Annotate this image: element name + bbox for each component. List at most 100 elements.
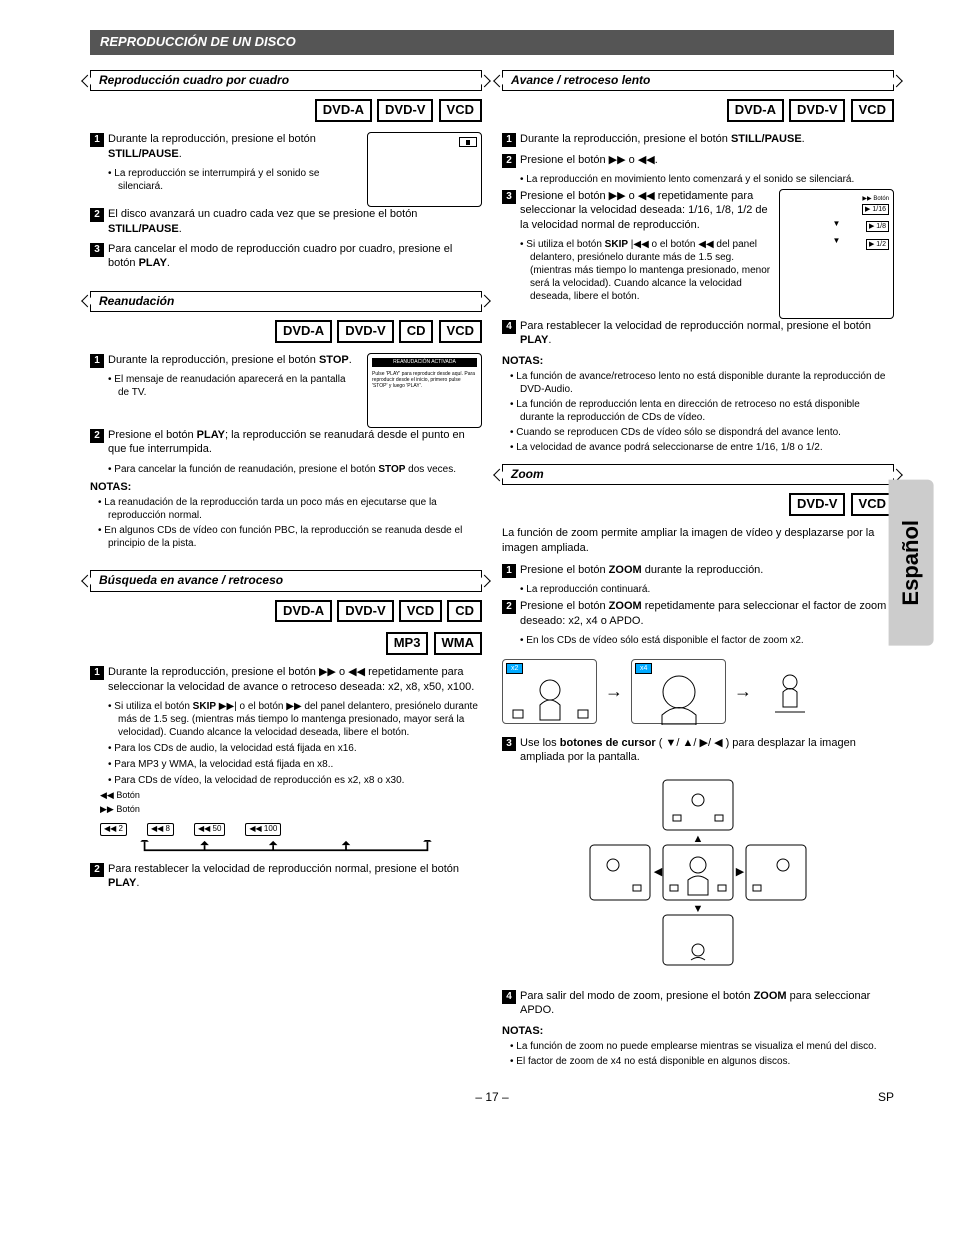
s1-step1-text: Durante la reproducción, presione el bot… xyxy=(108,133,316,145)
s3-step1-text: Durante la reproducción, presione el bot… xyxy=(108,666,474,692)
s2-step1-bold: STOP xyxy=(319,354,349,366)
s4-step4-text: Para restablecer la velocidad de reprodu… xyxy=(520,320,871,332)
resume-screen-text: Pulse 'PLAY' para reproducir desde aquí.… xyxy=(372,371,477,389)
s5-step4: 4Para salir del modo de zoom, presione e… xyxy=(502,989,894,1018)
svg-text:▶: ▶ xyxy=(736,866,745,878)
s5-step1-text: Presione el botón xyxy=(520,564,609,576)
badge-dvda-2: DVD-A xyxy=(275,320,332,343)
s5-step3-bold: botones de cursor xyxy=(560,737,656,749)
slow-speed-2: ▶ 1/2 xyxy=(866,239,889,250)
page-number: – 17 – xyxy=(475,1090,508,1104)
person-small-icon xyxy=(760,657,820,722)
slow-speed-16: ▶ 1/16 xyxy=(862,204,889,215)
badge-dvda: DVD-A xyxy=(315,99,372,122)
section-resume: Reanudación xyxy=(90,291,482,313)
s5-step1-bold: ZOOM xyxy=(609,564,642,576)
badge-vcd-5: VCD xyxy=(851,493,894,516)
s4-sub2: La reproducción en movimiento lento come… xyxy=(502,173,894,186)
s3-sub1b: SKIP xyxy=(193,701,216,712)
s3-sub3: Para MP3 y WMA, la velocidad está fijada… xyxy=(90,758,482,771)
badges-s2: DVD-A DVD-V CD VCD xyxy=(90,320,482,343)
s1-step1-bold: STILL/PAUSE xyxy=(108,148,179,160)
section-search: Búsqueda en avance / retroceso xyxy=(90,570,482,592)
slow-legend: ▶▶ Botón xyxy=(784,196,889,204)
left-column: Reproducción cuadro por cuadro DVD-A DVD… xyxy=(90,70,482,1070)
s4-step1-bold: STILL/PAUSE xyxy=(731,133,802,145)
s5-step4-bold: ZOOM xyxy=(754,990,787,1002)
badge-dvdv-5: DVD-V xyxy=(789,493,845,516)
main-columns: Reproducción cuadro por cuadro DVD-A DVD… xyxy=(90,70,894,1070)
s4-notas-list: La función de avance/retroceso lento no … xyxy=(502,370,894,454)
badges-s4: DVD-A DVD-V VCD xyxy=(502,99,894,122)
s2-sub2b: STOP xyxy=(378,464,405,475)
s2-notas-list: La reanudación de la reproducción tarda … xyxy=(90,496,482,550)
speed-buttons-row: ◀◀ 2 ◀◀ 8 ◀◀ 50 ◀◀ 100 xyxy=(90,823,482,835)
s2-sub2: Para cancelar la función de reanudación,… xyxy=(90,463,482,476)
zoom-fig-x2: x2 xyxy=(502,659,597,724)
s2-step2-text: Presione el botón xyxy=(108,429,197,441)
s4-nota1: La función de avance/retroceso lento no … xyxy=(520,370,894,396)
badge-vcd-2: VCD xyxy=(439,320,482,343)
s5-step1: 1Presione el botón ZOOM durante la repro… xyxy=(502,563,894,577)
badge-vcd: VCD xyxy=(439,99,482,122)
s4-notas-label: NOTAS: xyxy=(502,354,894,368)
s3-legend1: ◀◀ Botón xyxy=(90,790,482,802)
s1-step2: 2El disco avanzará un cuadro cada vez qu… xyxy=(90,207,482,236)
page-header: REPRODUCCIÓN DE UN DISCO xyxy=(90,30,894,55)
badge-vcd-3: VCD xyxy=(399,600,442,623)
s5-notas-label: NOTAS: xyxy=(502,1024,894,1038)
right-column: Avance / retroceso lento DVD-A DVD-V VCD… xyxy=(502,70,894,1070)
s5-nota1: La función de zoom no puede emplearse mi… xyxy=(520,1040,894,1053)
s5-nota2: El factor de zoom de x4 no está disponib… xyxy=(520,1055,894,1068)
s5-step1-end: durante la reproducción. xyxy=(642,564,764,576)
s4-step1-end: . xyxy=(802,133,805,145)
s4-step2-text: Presione el botón ▶▶ o ◀◀. xyxy=(520,154,658,166)
speed-btn-50: ◀◀ 50 xyxy=(194,823,225,835)
arrow-right-icon-1: → xyxy=(605,680,623,703)
screen-pause-illustration xyxy=(367,132,482,207)
section-zoom: Zoom xyxy=(502,464,894,486)
resume-banner: REANUDACIÓN ACTIVADA xyxy=(372,358,477,367)
s4-sub3a: Si utiliza el botón xyxy=(526,239,604,250)
badge-dvdv-3: DVD-V xyxy=(337,600,393,623)
s4-nota3: Cuando se reproducen CDs de vídeo sólo s… xyxy=(520,426,894,439)
s5-step3: 3Use los botones de cursor ( ▼/ ▲/ ▶/ ◀ … xyxy=(502,736,894,765)
badge-vcd-4: VCD xyxy=(851,99,894,122)
s2-step1-end: . xyxy=(349,354,352,366)
s4-nota4: La velocidad de avance podrá seleccionar… xyxy=(520,441,894,454)
s4-step1: 1Durante la reproducción, presione el bo… xyxy=(502,132,894,146)
s1-step1-end: . xyxy=(179,148,182,160)
s5-sub2: En los CDs de vídeo sólo está disponible… xyxy=(502,634,894,647)
s4-step3-text: Presione el botón ▶▶ o ◀◀ repetidamente … xyxy=(520,190,768,231)
s3-legend2: ▶▶ Botón xyxy=(90,804,482,816)
zoom-illustration-row: x2 → x4 → xyxy=(502,657,894,726)
s3-step2-text: Para restablecer la velocidad de reprodu… xyxy=(108,863,459,875)
s3-sub1: Si utiliza el botón SKIP ▶▶| o el botón … xyxy=(90,700,482,739)
s2-sub2a: Para cancelar la función de reanudación,… xyxy=(114,464,378,475)
zoom-fig-x4: x4 xyxy=(631,659,726,724)
s5-notas-list: La función de zoom no puede emplearse mi… xyxy=(502,1040,894,1068)
cursor-navigation-illustration: ▲ ▼ ◀ ▶ xyxy=(502,775,894,979)
badge-mp3: MP3 xyxy=(386,632,429,655)
badge-dvda-3: DVD-A xyxy=(275,600,332,623)
s3-step2: 2Para restablecer la velocidad de reprod… xyxy=(90,862,482,891)
s1-step2-text: El disco avanzará un cuadro cada vez que… xyxy=(108,208,417,220)
page-code: SP xyxy=(878,1090,894,1106)
badges-s5: DVD-V VCD xyxy=(502,493,894,516)
svg-text:◀: ◀ xyxy=(654,866,663,878)
s3-sub4: Para CDs de vídeo, la velocidad de repro… xyxy=(90,774,482,787)
badge-dvdv-4: DVD-V xyxy=(789,99,845,122)
s3-step1: 1Durante la reproducción, presione el bo… xyxy=(90,665,482,694)
s4-step2: 2Presione el botón ▶▶ o ◀◀. xyxy=(502,153,894,167)
s2-step2: 2Presione el botón PLAY; la reproducción… xyxy=(90,428,482,457)
badge-dvdv-2: DVD-V xyxy=(337,320,393,343)
language-tab: Español xyxy=(889,480,934,646)
s1-step2-bold: STILL/PAUSE xyxy=(108,223,179,235)
zoom-label-x4: x4 xyxy=(635,663,652,674)
zoom-fig-final xyxy=(760,657,820,726)
speed-btn-100: ◀◀ 100 xyxy=(245,823,281,835)
badge-wma: WMA xyxy=(434,632,483,655)
badges-s3b: MP3 WMA xyxy=(90,632,482,655)
badge-cd-2: CD xyxy=(399,320,434,343)
page-footer: – 17 – SP xyxy=(90,1090,894,1106)
